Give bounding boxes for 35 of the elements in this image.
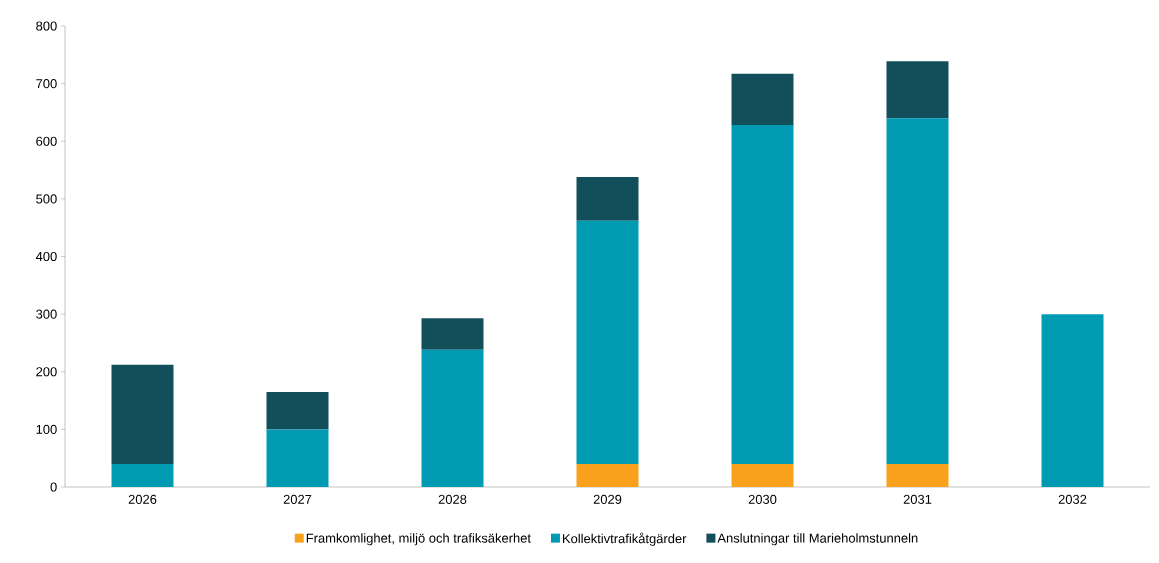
- y-tick-label: 300: [36, 309, 57, 319]
- legend-label: Kollektivtrafikåtgärder: [563, 532, 687, 546]
- x-tick-label: 2029: [593, 494, 622, 504]
- x-tick-label: 2026: [128, 494, 157, 504]
- bar: [421, 318, 484, 350]
- bar: [886, 61, 949, 119]
- y-tick-label: 100: [36, 424, 57, 434]
- bar: [731, 463, 794, 487]
- legend-label: Framkomlighet, miljö och trafiksäkerhet: [306, 533, 531, 546]
- y-tick-label: 0: [50, 482, 57, 492]
- bar: [576, 463, 639, 487]
- bar: [421, 349, 484, 487]
- y-tick-label: 700: [36, 79, 57, 89]
- bar: [1041, 314, 1104, 487]
- x-tick-label: 2031: [903, 494, 932, 504]
- bar: [576, 220, 639, 464]
- y-tick-label: 800: [36, 21, 57, 31]
- y-tick-label: 500: [36, 194, 57, 204]
- bar: [731, 73, 794, 126]
- bar: [576, 176, 639, 221]
- bar: [111, 463, 174, 487]
- bar: [266, 429, 329, 487]
- y-tick-label: 600: [36, 136, 57, 146]
- bar: [731, 125, 794, 464]
- x-tick-label: 2027: [283, 494, 312, 504]
- x-tick-label: 2032: [1058, 494, 1087, 504]
- y-tick-label: 400: [35, 251, 57, 262]
- bar: [266, 391, 329, 430]
- legend-label: Anslutningar till Marieholmstunneln: [717, 533, 918, 546]
- x-tick-label: 2028: [438, 494, 467, 504]
- bar: [886, 118, 949, 464]
- x-tick-label: 2030: [748, 494, 777, 504]
- y-tick-label: 200: [36, 367, 57, 377]
- bar: [111, 364, 174, 464]
- bar: [886, 463, 949, 487]
